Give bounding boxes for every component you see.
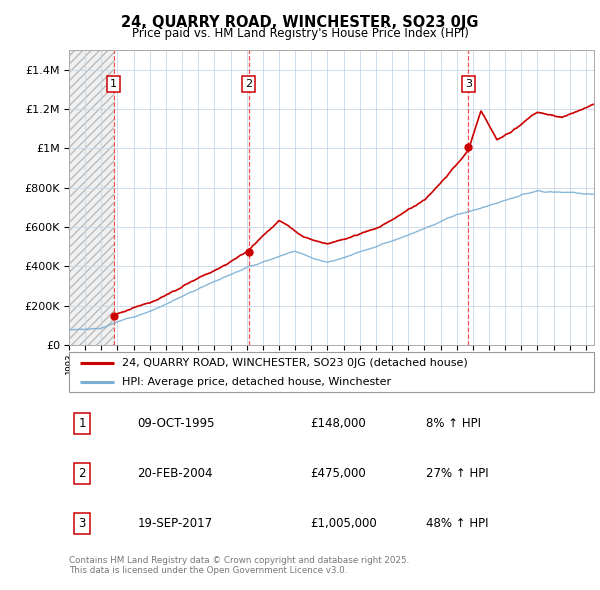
Text: 1: 1 <box>110 79 117 89</box>
Text: £475,000: £475,000 <box>311 467 366 480</box>
Text: 3: 3 <box>465 79 472 89</box>
Text: 2: 2 <box>79 467 86 480</box>
Text: 8% ↑ HPI: 8% ↑ HPI <box>426 417 481 430</box>
Text: 2: 2 <box>245 79 253 89</box>
Text: 3: 3 <box>79 517 86 530</box>
Text: HPI: Average price, detached house, Winchester: HPI: Average price, detached house, Winc… <box>121 378 391 387</box>
Text: 24, QUARRY ROAD, WINCHESTER, SO23 0JG (detached house): 24, QUARRY ROAD, WINCHESTER, SO23 0JG (d… <box>121 359 467 369</box>
Text: £148,000: £148,000 <box>311 417 366 430</box>
Text: 19-SEP-2017: 19-SEP-2017 <box>137 517 212 530</box>
Text: 1: 1 <box>79 417 86 430</box>
Text: 27% ↑ HPI: 27% ↑ HPI <box>426 467 488 480</box>
Text: 20-FEB-2004: 20-FEB-2004 <box>137 467 213 480</box>
Text: 48% ↑ HPI: 48% ↑ HPI <box>426 517 488 530</box>
Bar <box>69 50 114 345</box>
Text: £1,005,000: £1,005,000 <box>311 517 377 530</box>
Text: Contains HM Land Registry data © Crown copyright and database right 2025.
This d: Contains HM Land Registry data © Crown c… <box>69 556 409 575</box>
Text: Price paid vs. HM Land Registry's House Price Index (HPI): Price paid vs. HM Land Registry's House … <box>131 27 469 40</box>
Text: 24, QUARRY ROAD, WINCHESTER, SO23 0JG: 24, QUARRY ROAD, WINCHESTER, SO23 0JG <box>121 15 479 30</box>
Text: 09-OCT-1995: 09-OCT-1995 <box>137 417 215 430</box>
